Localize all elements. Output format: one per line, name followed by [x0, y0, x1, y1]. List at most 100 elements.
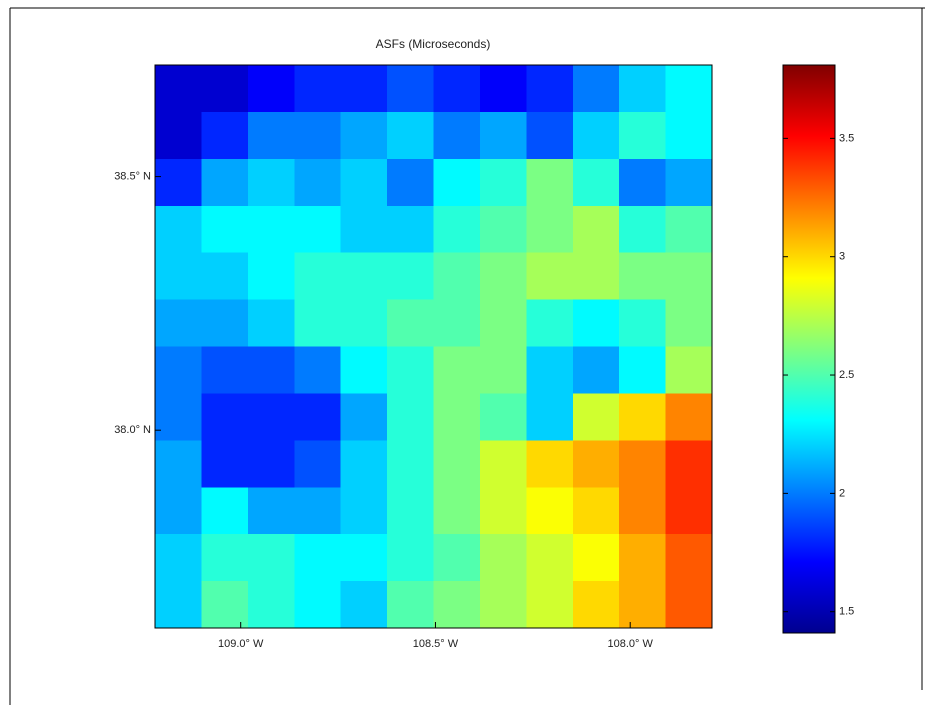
- heat-cell: [666, 393, 713, 440]
- heat-cell: [155, 487, 202, 534]
- heat-cell: [666, 253, 713, 300]
- heat-cell: [619, 159, 666, 206]
- heat-cell: [155, 393, 202, 440]
- colorbar-tick-label: 2: [839, 487, 845, 499]
- heat-cell: [619, 112, 666, 159]
- heat-cell: [666, 159, 713, 206]
- heat-cell: [434, 347, 481, 394]
- heat-cell: [666, 65, 713, 112]
- heat-cell: [294, 300, 341, 347]
- heat-cell: [480, 440, 527, 487]
- heat-cell: [480, 581, 527, 628]
- heat-cell: [480, 206, 527, 253]
- heat-cell: [248, 253, 295, 300]
- heat-cell: [573, 440, 620, 487]
- heat-cell: [341, 440, 388, 487]
- heat-cell: [434, 253, 481, 300]
- heat-cell: [526, 159, 573, 206]
- heat-cell: [341, 393, 388, 440]
- colorbar-tick-label: 1.5: [839, 606, 854, 618]
- heat-cell: [434, 393, 481, 440]
- heat-cell: [434, 440, 481, 487]
- heat-cell: [573, 253, 620, 300]
- heat-cell: [480, 487, 527, 534]
- heat-cell: [201, 534, 248, 581]
- colorbar-tick-label: 3.5: [839, 132, 854, 144]
- heat-cell: [526, 65, 573, 112]
- heat-cell: [155, 112, 202, 159]
- heat-cell: [201, 112, 248, 159]
- heat-cell: [155, 65, 202, 112]
- heat-cell: [573, 206, 620, 253]
- heat-cell: [341, 347, 388, 394]
- x-tick-label: 108.0° W: [608, 638, 654, 650]
- heat-cell: [573, 159, 620, 206]
- heat-cell: [526, 206, 573, 253]
- heat-cell: [201, 487, 248, 534]
- heat-cell: [201, 581, 248, 628]
- heat-cell: [341, 112, 388, 159]
- heat-cell: [387, 112, 434, 159]
- heat-cell: [619, 253, 666, 300]
- heat-cell: [434, 581, 481, 628]
- heat-cell: [387, 487, 434, 534]
- heat-cell: [294, 581, 341, 628]
- heat-cell: [666, 300, 713, 347]
- heat-cell: [526, 487, 573, 534]
- heat-cell: [294, 393, 341, 440]
- heat-cell: [294, 159, 341, 206]
- heat-cell: [155, 534, 202, 581]
- heat-cell: [155, 206, 202, 253]
- heat-cell: [201, 253, 248, 300]
- heat-cell: [248, 65, 295, 112]
- heat-cell: [526, 393, 573, 440]
- heat-cell: [387, 159, 434, 206]
- heat-cell: [619, 300, 666, 347]
- heat-cell: [387, 65, 434, 112]
- heat-cell: [387, 440, 434, 487]
- heat-cell: [666, 581, 713, 628]
- colorbar-tick-label: 3: [839, 251, 845, 263]
- heat-cell: [619, 206, 666, 253]
- heat-cell: [573, 487, 620, 534]
- heat-cell: [155, 440, 202, 487]
- x-tick-label: 108.5° W: [413, 638, 459, 650]
- heat-cell: [248, 300, 295, 347]
- heat-cell: [341, 534, 388, 581]
- heat-cell: [434, 206, 481, 253]
- heat-cell: [294, 112, 341, 159]
- heat-cell: [480, 393, 527, 440]
- heat-cell: [573, 65, 620, 112]
- heat-cell: [526, 440, 573, 487]
- heat-cell: [248, 393, 295, 440]
- heat-cell: [248, 206, 295, 253]
- heat-cell: [526, 300, 573, 347]
- heat-cell: [573, 112, 620, 159]
- heat-cell: [201, 347, 248, 394]
- heat-cell: [248, 440, 295, 487]
- heat-cell: [387, 393, 434, 440]
- y-tick-label: 38.5° N: [114, 170, 151, 182]
- heat-cell: [573, 393, 620, 440]
- heat-cell: [248, 581, 295, 628]
- heat-cell: [434, 534, 481, 581]
- heat-cell: [480, 534, 527, 581]
- heat-cell: [201, 393, 248, 440]
- heat-cell: [341, 253, 388, 300]
- heat-cell: [619, 440, 666, 487]
- heat-cell: [666, 112, 713, 159]
- heat-cell: [526, 112, 573, 159]
- heat-cell: [619, 534, 666, 581]
- heat-cell: [341, 487, 388, 534]
- heat-cell: [573, 581, 620, 628]
- heat-cell: [526, 253, 573, 300]
- heat-cell: [387, 534, 434, 581]
- colorbar-tick-label: 2.5: [839, 369, 854, 381]
- heat-cell: [526, 347, 573, 394]
- heat-cell: [155, 300, 202, 347]
- heat-cell: [573, 534, 620, 581]
- heat-cell: [155, 581, 202, 628]
- heat-cell: [666, 347, 713, 394]
- heat-cell: [201, 440, 248, 487]
- heat-cell: [294, 253, 341, 300]
